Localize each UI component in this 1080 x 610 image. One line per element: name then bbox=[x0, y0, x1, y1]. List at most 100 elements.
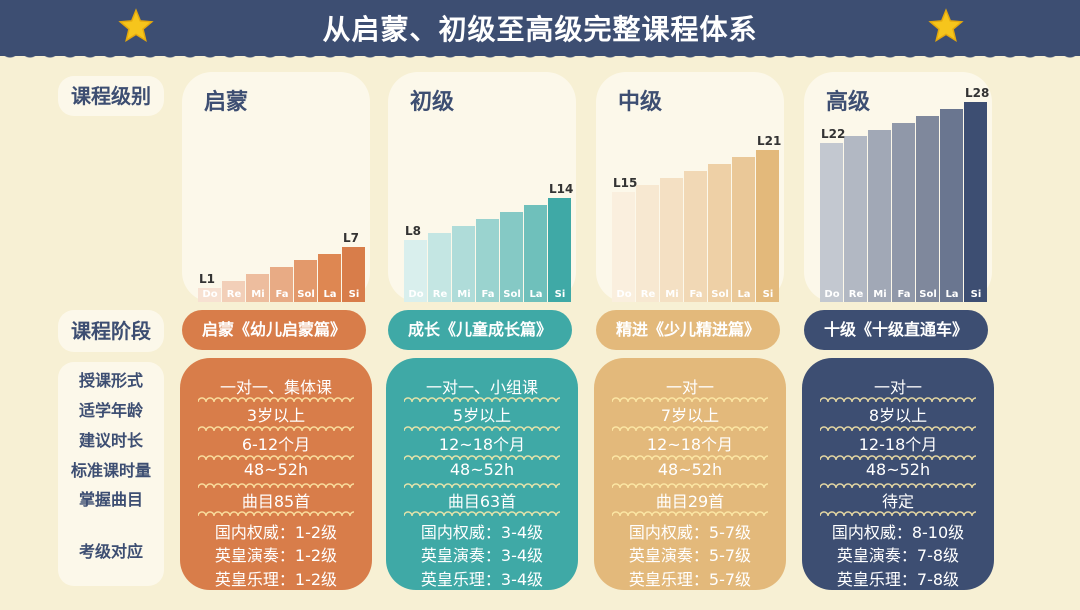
info-duration: 12~18个月 bbox=[438, 435, 526, 454]
note-label: Sol bbox=[297, 289, 315, 300]
level-title: 高级 bbox=[826, 90, 871, 115]
level-info-panel: 一对一、小组课 5岁以上 12~18个月 48~52h 曲目63首国内权威：3-4级 英皇… bbox=[386, 358, 578, 590]
wave-divider bbox=[404, 425, 560, 431]
note-label: Fa bbox=[689, 289, 703, 300]
page-title: 从启蒙、初级至高级完整课程体系 bbox=[322, 13, 758, 46]
row-label-duration: 建议时长 bbox=[78, 431, 143, 450]
note-label: La bbox=[737, 289, 751, 300]
row-label-exam: 考级对应 bbox=[78, 542, 143, 561]
level-bar: Si bbox=[548, 198, 571, 302]
star-icon bbox=[118, 8, 154, 44]
level-bar: La bbox=[524, 205, 547, 302]
note-label: Fa bbox=[275, 289, 289, 300]
level-bar: Do bbox=[404, 240, 427, 302]
row-label-songs: 掌握曲目 bbox=[78, 490, 143, 509]
stage-pill: 精进《少儿精进篇》 bbox=[596, 310, 780, 350]
title-bar-scallop bbox=[0, 48, 1080, 62]
level-bar: Re bbox=[222, 281, 245, 302]
level-card: 初级 Do Re Mi Fa Sol La Si L8 L14 bbox=[388, 72, 576, 302]
info-format: 一对一 bbox=[665, 378, 714, 397]
info-exam-abrsm-theory: 英皇乐理：3-4级 bbox=[420, 570, 544, 589]
level-bar: Si bbox=[964, 102, 987, 302]
wave-divider bbox=[198, 482, 354, 488]
note-label: Mi bbox=[665, 289, 679, 300]
level-bar: Sol bbox=[708, 164, 731, 302]
info-duration: 6-12个月 bbox=[241, 435, 311, 454]
info-exam-abrsm-performance: 英皇演奏：1-2级 bbox=[214, 546, 338, 565]
note-label: Do bbox=[202, 289, 218, 300]
level-bar: Si bbox=[756, 150, 779, 302]
level-bar: La bbox=[940, 109, 963, 302]
info-age: 7岁以上 bbox=[660, 406, 720, 425]
info-exam-abrsm-theory: 英皇乐理：5-7级 bbox=[628, 570, 752, 589]
end-level-label: L28 bbox=[965, 86, 990, 100]
note-label: Re bbox=[226, 289, 242, 300]
row-labels-column: 授课形式 适学年龄 建议时长 标准课时量 掌握曲目 考级对应 bbox=[58, 362, 164, 586]
info-format: 一对一、集体课 bbox=[219, 378, 332, 397]
wave-divider bbox=[612, 396, 768, 402]
level-bar: La bbox=[318, 254, 341, 302]
note-label: Do bbox=[824, 289, 840, 300]
wave-divider bbox=[198, 396, 354, 402]
end-level-label: L7 bbox=[343, 231, 359, 245]
info-exam-abrsm-theory: 英皇乐理：1-2级 bbox=[214, 570, 338, 589]
info-age: 5岁以上 bbox=[452, 406, 512, 425]
wave-divider bbox=[820, 425, 976, 431]
wave-divider bbox=[404, 454, 560, 460]
note-label: Re bbox=[640, 289, 656, 300]
info-exam-abrsm-theory: 英皇乐理：7-8级 bbox=[836, 570, 960, 589]
level-info-panel: 一对一、集体课 3岁以上 6-12个月 48~52h 曲目85首 国内权威：1-2级 英皇演… bbox=[180, 358, 372, 590]
level-card: 中级 Do Re Mi Fa Sol La Si L15 L21 bbox=[596, 72, 784, 302]
level-bar: Fa bbox=[892, 123, 915, 302]
info-exam-abrsm-performance: 英皇演奏：3-4级 bbox=[420, 546, 544, 565]
wave-divider bbox=[820, 510, 976, 516]
note-label: Re bbox=[848, 289, 864, 300]
wave-divider bbox=[198, 425, 354, 431]
end-level-label: L14 bbox=[549, 182, 574, 196]
level-card: 启蒙 Do Re Mi Fa Sol La Si L1 L7 bbox=[182, 72, 370, 302]
info-songs: 待定 bbox=[881, 492, 914, 511]
level-bar: Fa bbox=[476, 219, 499, 302]
end-level-label: L21 bbox=[757, 134, 782, 148]
note-label: Sol bbox=[919, 289, 937, 300]
note-label: Fa bbox=[897, 289, 911, 300]
info-exam-domestic: 国内权威：3-4级 bbox=[420, 523, 544, 542]
note-label: Fa bbox=[481, 289, 495, 300]
info-hours: 48~52h bbox=[243, 460, 309, 479]
level-bar: Sol bbox=[294, 260, 317, 302]
level-bar: Do bbox=[820, 143, 843, 302]
level-bar: Mi bbox=[868, 130, 891, 302]
level-info-panel: 一对一 7岁以上 12~18个月 48~52h 曲目29首 国内权威：5-7级 英皇演奏：5… bbox=[594, 358, 786, 590]
course-stage-label: 课程阶段 bbox=[58, 310, 164, 352]
info-exam-abrsm-performance: 英皇演奏：7-8级 bbox=[836, 546, 960, 565]
level-bar: Re bbox=[844, 136, 867, 302]
info-format: 一对一、小组课 bbox=[425, 378, 538, 397]
wave-divider bbox=[198, 454, 354, 460]
info-hours: 48~52h bbox=[657, 460, 723, 479]
info-hours: 48~52h bbox=[865, 460, 931, 479]
info-hours: 48~52h bbox=[449, 460, 515, 479]
level-bar: Sol bbox=[916, 116, 939, 302]
info-songs: 曲目63首 bbox=[447, 492, 517, 511]
start-level-label: L8 bbox=[405, 224, 421, 238]
wave-divider bbox=[612, 425, 768, 431]
info-exam-abrsm-performance: 英皇演奏：5-7级 bbox=[628, 546, 752, 565]
level-title: 启蒙 bbox=[204, 90, 249, 115]
wave-divider bbox=[820, 396, 976, 402]
note-label: Mi bbox=[251, 289, 265, 300]
wave-divider bbox=[820, 482, 976, 488]
wave-divider bbox=[404, 396, 560, 402]
start-level-label: L1 bbox=[199, 272, 215, 286]
level-bar: Si bbox=[342, 247, 365, 302]
title-bar bbox=[0, 0, 1080, 56]
wave-divider bbox=[612, 510, 768, 516]
level-bar: Mi bbox=[660, 178, 683, 302]
level-bar: Sol bbox=[500, 212, 523, 302]
row-label-hours: 标准课时量 bbox=[70, 461, 151, 480]
row-label-age: 适学年龄 bbox=[78, 401, 143, 420]
row-label-format: 授课形式 bbox=[78, 371, 143, 390]
start-level-label: L22 bbox=[821, 127, 846, 141]
course-level-label: 课程级别 bbox=[58, 76, 164, 116]
wave-divider bbox=[612, 482, 768, 488]
info-age: 8岁以上 bbox=[868, 406, 928, 425]
